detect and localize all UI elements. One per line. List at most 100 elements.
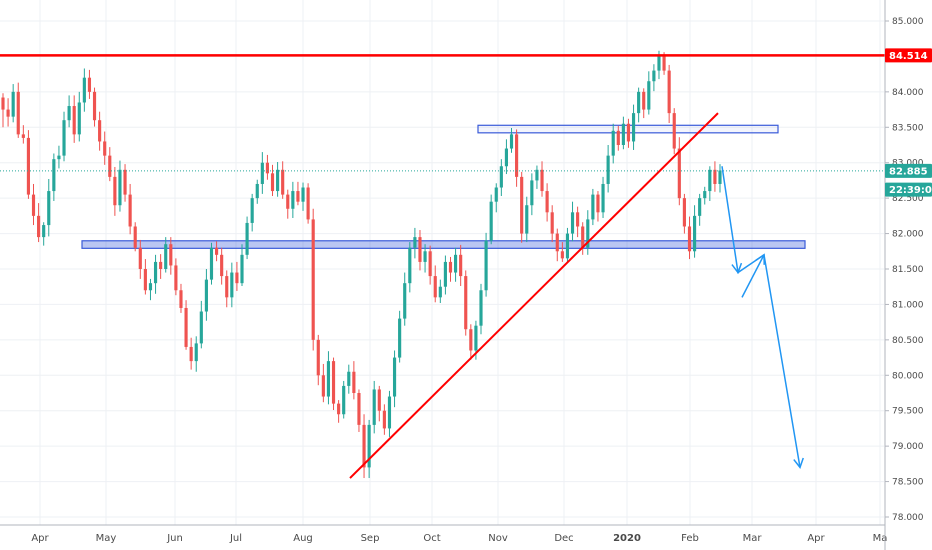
candle-body <box>164 244 168 269</box>
projection-leg <box>741 254 765 298</box>
y-tick-label: 82.000 <box>892 230 924 240</box>
candle-body <box>713 169 717 184</box>
candle-body <box>560 251 564 259</box>
candle-body <box>250 198 254 223</box>
candle-body <box>520 176 524 234</box>
candle-body <box>225 276 229 298</box>
candle-body <box>347 371 351 386</box>
candle-body <box>321 375 325 397</box>
candle-body <box>413 237 417 248</box>
candle-body <box>504 148 509 167</box>
x-tick-label: Apr <box>31 533 49 544</box>
candle-body <box>611 130 615 156</box>
price-badge <box>885 48 932 63</box>
candle-body <box>509 134 514 149</box>
candle-body <box>98 120 102 142</box>
candle-body <box>642 91 646 110</box>
candle-body <box>77 102 81 135</box>
candle-body <box>260 162 264 184</box>
candle-body <box>525 205 529 234</box>
y-tick-label: 84.000 <box>892 88 924 98</box>
price-badges: 84.514 82.885 22:39:04 <box>885 48 932 197</box>
candle-body <box>118 169 122 206</box>
candle-body <box>11 91 15 117</box>
candle-body <box>113 176 117 206</box>
y-tick-label: 82.500 <box>892 194 924 204</box>
candle-body <box>631 113 636 142</box>
candle-body <box>596 194 600 213</box>
candle-body <box>214 247 219 255</box>
price-badge-text: 84.514 <box>889 51 928 62</box>
candle-body <box>21 134 25 138</box>
candle-body <box>464 276 468 330</box>
candle-body <box>62 120 66 156</box>
candle-body <box>82 77 86 103</box>
candle-body <box>570 212 575 234</box>
candle-body <box>92 91 97 121</box>
candle-body <box>499 166 503 188</box>
candle-body <box>235 272 239 284</box>
candle-body <box>352 371 356 393</box>
candle-body <box>489 201 493 241</box>
x-tick-label: Ma <box>873 533 888 544</box>
candle-body <box>128 194 132 227</box>
candle-body <box>372 389 376 425</box>
candle-body <box>270 173 275 192</box>
candle-body <box>555 233 559 252</box>
candle-body <box>72 106 76 135</box>
candle-body <box>220 254 224 277</box>
candle-body <box>540 169 544 192</box>
candle-body <box>428 251 432 277</box>
y-tick-label: 78.000 <box>892 513 924 523</box>
candle-body <box>616 130 620 145</box>
candle-body <box>199 311 203 344</box>
candle-body <box>362 424 366 468</box>
candle-body <box>515 134 519 177</box>
candle-body <box>37 215 41 238</box>
candle-body <box>667 70 671 114</box>
candle-body <box>494 187 498 202</box>
x-tick-label: Dec <box>554 533 573 544</box>
candle-body <box>576 212 580 227</box>
candle-body <box>698 198 702 216</box>
x-tick-label: Feb <box>681 533 699 544</box>
candle-body <box>276 169 280 192</box>
candle-body <box>306 187 310 220</box>
candle-body <box>179 290 183 308</box>
y-tick-label: 81.000 <box>892 300 924 310</box>
candle-body <box>438 286 442 298</box>
candle-body <box>479 290 483 326</box>
candle-body <box>103 141 107 156</box>
x-tick-label: Jul <box>229 533 242 544</box>
candle-body <box>382 410 386 429</box>
candle-body <box>159 261 163 269</box>
candle-body <box>621 123 625 145</box>
x-tick-label: Aug <box>293 533 313 544</box>
candle-body <box>42 225 46 238</box>
candle-body <box>433 276 437 298</box>
y-tick-label: 83.500 <box>892 123 924 133</box>
candle-body <box>337 403 341 415</box>
projection-arrowhead <box>793 457 804 469</box>
candle-body <box>1 97 5 110</box>
candle-body <box>174 265 178 291</box>
candle-body <box>392 357 397 397</box>
price-badge <box>885 182 932 197</box>
candle-body <box>326 361 331 397</box>
candle-body <box>469 329 473 351</box>
candle-body <box>682 198 686 227</box>
x-tick-label: Jun <box>166 533 183 544</box>
price-badge <box>885 163 932 178</box>
trendline <box>349 112 719 479</box>
candle-body <box>26 137 31 195</box>
candle-body <box>545 191 549 213</box>
candle-body <box>448 261 453 273</box>
y-tick-label: 80.000 <box>892 371 924 381</box>
candle-body <box>586 219 590 248</box>
candle-body <box>484 240 488 291</box>
candle-body <box>357 393 361 425</box>
candle-body <box>57 155 61 160</box>
candle-body <box>311 219 315 340</box>
candle-body <box>459 254 463 277</box>
